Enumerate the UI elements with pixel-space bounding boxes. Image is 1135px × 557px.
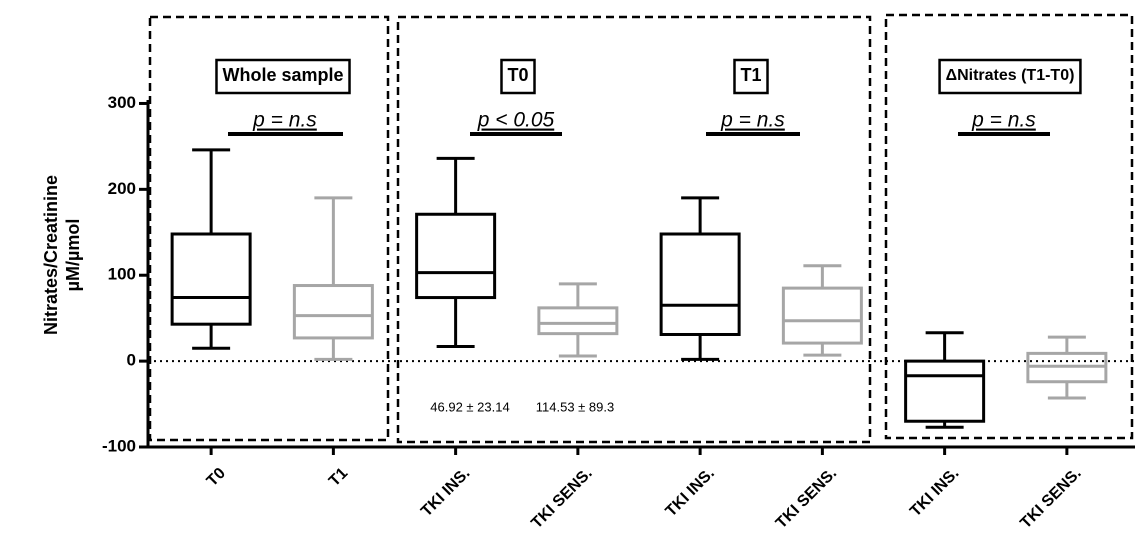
panel-title: Whole sample bbox=[222, 65, 343, 85]
note: 114.53 ± 89.3 bbox=[536, 399, 614, 414]
y-axis-label: Nitrates/Creatinine bbox=[41, 175, 61, 335]
x-tick-label: TKI SENS. bbox=[1017, 465, 1084, 532]
y-tick-label: 100 bbox=[108, 265, 136, 284]
p-value: p = n.s bbox=[720, 109, 785, 132]
box bbox=[292, 284, 374, 340]
panel-frame bbox=[884, 13, 1134, 440]
panel-title-box bbox=[215, 58, 351, 95]
note: 46.92 ± 23.14 bbox=[430, 399, 509, 414]
x-tick-label: T1 bbox=[326, 465, 351, 490]
x-tick-label: T0 bbox=[204, 465, 229, 490]
p-value: p = n.s bbox=[252, 109, 317, 132]
x-tick-label: TKI INS. bbox=[907, 465, 962, 520]
y-axis-label: µM/µmol bbox=[63, 219, 83, 292]
panel-title: T0 bbox=[507, 65, 528, 85]
box bbox=[659, 232, 741, 336]
p-value: p = n.s bbox=[971, 109, 1036, 132]
y-tick-label: 200 bbox=[108, 179, 136, 198]
panel-title: ΔNitrates (T1-T0) bbox=[946, 67, 1075, 84]
panel-title: T1 bbox=[740, 65, 761, 85]
panel-title-box bbox=[733, 58, 769, 95]
panel-frame bbox=[148, 15, 390, 442]
box bbox=[415, 212, 497, 300]
x-tick-label: TKI INS. bbox=[418, 465, 473, 520]
x-tick-label: TKI SENS. bbox=[528, 465, 595, 532]
y-tick-label: -100 bbox=[102, 436, 136, 455]
x-tick-label: TKI INS. bbox=[663, 465, 718, 520]
box bbox=[781, 286, 863, 345]
panel-frame bbox=[396, 15, 872, 444]
panel-title-box bbox=[938, 58, 1082, 95]
panel-title-box bbox=[500, 58, 536, 95]
y-tick-label: 300 bbox=[108, 93, 136, 112]
box bbox=[537, 306, 619, 336]
box bbox=[170, 232, 252, 326]
y-tick-label: 0 bbox=[127, 351, 136, 370]
x-tick-label: TKI SENS. bbox=[773, 465, 840, 532]
box bbox=[904, 359, 986, 423]
p-value: p < 0.05 bbox=[477, 109, 555, 132]
